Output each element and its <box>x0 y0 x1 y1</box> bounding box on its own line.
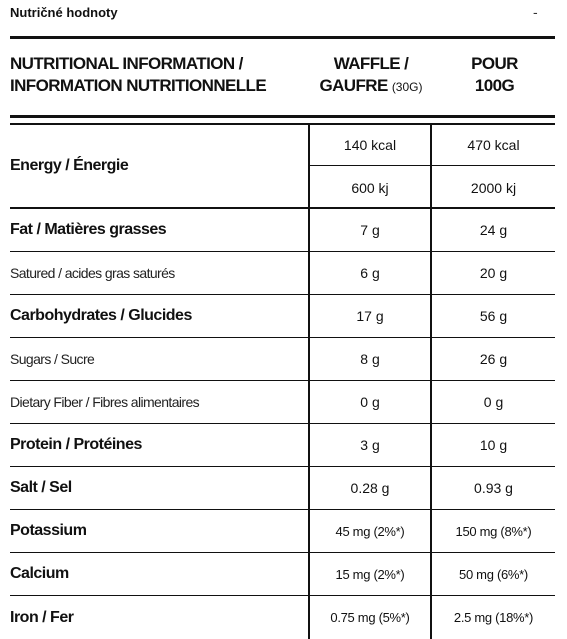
column-divider <box>308 125 310 639</box>
header-waffle: WAFFLE / GAUFRE (30G) <box>310 53 432 98</box>
column-divider <box>430 125 432 639</box>
table-row: Carbohydrates / Glucides 17 g 56 g <box>10 295 555 338</box>
row-waffle-value: 0.28 g <box>350 480 390 496</box>
table-row-energy: Energy / Énergie 140 kcal 470 kcal 600 k… <box>10 125 555 209</box>
row-waffle-value: 7 g <box>360 222 380 238</box>
row-waffle-value: 0 g <box>360 394 380 410</box>
row-label: Iron / Fer <box>10 608 74 626</box>
collapse-toggle-icon[interactable]: - <box>533 4 538 20</box>
row-waffle-value: 3 g <box>360 437 380 453</box>
table-row: Iron / Fer 0.75 mg (5%*) 2.5 mg (18%*) <box>10 596 555 639</box>
row-label: Potassium <box>10 522 87 539</box>
row-label: Carbohydrates / Glucides <box>10 307 192 324</box>
table-row: Dietary Fiber / Fibres alimentaires 0 g … <box>10 381 555 424</box>
energy-label: Energy / Énergie <box>10 157 129 174</box>
energy-per100-kj: 2000 kj <box>470 179 517 196</box>
energy-waffle-kj: 600 kj <box>351 179 389 196</box>
nutrition-table: NUTRITIONAL INFORMATION / INFORMATION NU… <box>10 36 555 639</box>
row-per100-value: 24 g <box>479 222 508 238</box>
row-per100-value: 26 g <box>479 351 508 367</box>
row-waffle-value: 0.75 mg (5%*) <box>330 610 410 625</box>
energy-per100-kcal: 470 kcal <box>432 125 555 166</box>
table-body: Energy / Énergie 140 kcal 470 kcal 600 k… <box>10 125 555 639</box>
row-per100-value: 50 mg (6%*) <box>459 566 528 582</box>
energy-top-rule <box>10 123 555 125</box>
row-per100-value: 150 mg (8%*) <box>455 523 532 539</box>
row-per100-value: 0 g <box>483 394 504 410</box>
header-waffle-line1: WAFFLE / <box>333 54 409 73</box>
table-row: Potassium 45 mg (2%*) 150 mg (8%*) <box>10 510 555 553</box>
row-waffle-value: 17 g <box>356 308 384 324</box>
header-waffle-line2: GAUFRE (30G) <box>310 75 432 98</box>
row-per100-value: 2.5 mg (18%*) <box>453 610 534 625</box>
table-row: Salt / Sel 0.28 g 0.93 g <box>10 467 555 510</box>
header-nutrient: NUTRITIONAL INFORMATION / INFORMATION NU… <box>10 53 310 97</box>
header-rule <box>10 115 555 118</box>
table-row: Protein / Protéines 3 g 10 g <box>10 424 555 467</box>
table-top-rule <box>10 36 555 39</box>
row-label: Calcium <box>10 565 69 582</box>
section-title: Nutričné hodnoty <box>10 5 118 20</box>
table-row: Calcium 15 mg (2%*) 50 mg (6%*) <box>10 553 555 596</box>
section-header[interactable]: Nutričné hodnoty - <box>0 0 567 28</box>
row-per100-value: 56 g <box>479 308 508 324</box>
row-label: Protein / Protéines <box>10 436 142 453</box>
row-waffle-value: 8 g <box>360 351 380 367</box>
table-row: Sugars / Sucre 8 g 26 g <box>10 338 555 381</box>
row-per100-value: 0.93 g <box>474 480 513 496</box>
row-label: Satured / acides gras saturés <box>10 265 175 281</box>
header-per100: POUR 100G <box>434 53 555 97</box>
row-waffle-value: 6 g <box>360 265 380 281</box>
header-nutrient-line1: NUTRITIONAL INFORMATION / <box>10 54 243 73</box>
row-waffle-value: 45 mg (2%*) <box>335 523 405 539</box>
energy-waffle-kcal: 140 kcal <box>310 125 430 166</box>
header-per100-line2: 100G <box>474 76 515 95</box>
row-label: Salt / Sel <box>10 479 72 496</box>
row-per100-value: 10 g <box>479 437 508 453</box>
header-per100-line1: POUR <box>471 54 518 73</box>
row-waffle-value: 15 mg (2%*) <box>335 566 405 582</box>
table-row: Fat / Matières grasses 7 g 24 g <box>10 209 555 252</box>
header-waffle-name: GAUFRE <box>319 76 389 95</box>
row-label: Sugars / Sucre <box>10 351 95 367</box>
header-nutrient-line2: INFORMATION NUTRITIONNELLE <box>10 76 267 95</box>
table-row: Satured / acides gras saturés 6 g 20 g <box>10 252 555 295</box>
row-label: Dietary Fiber / Fibres alimentaires <box>10 394 200 410</box>
row-label: Fat / Matières grasses <box>10 221 167 238</box>
table-header: NUTRITIONAL INFORMATION / INFORMATION NU… <box>10 39 555 115</box>
header-waffle-weight: (30G) <box>391 80 423 94</box>
row-per100-value: 20 g <box>479 265 508 281</box>
